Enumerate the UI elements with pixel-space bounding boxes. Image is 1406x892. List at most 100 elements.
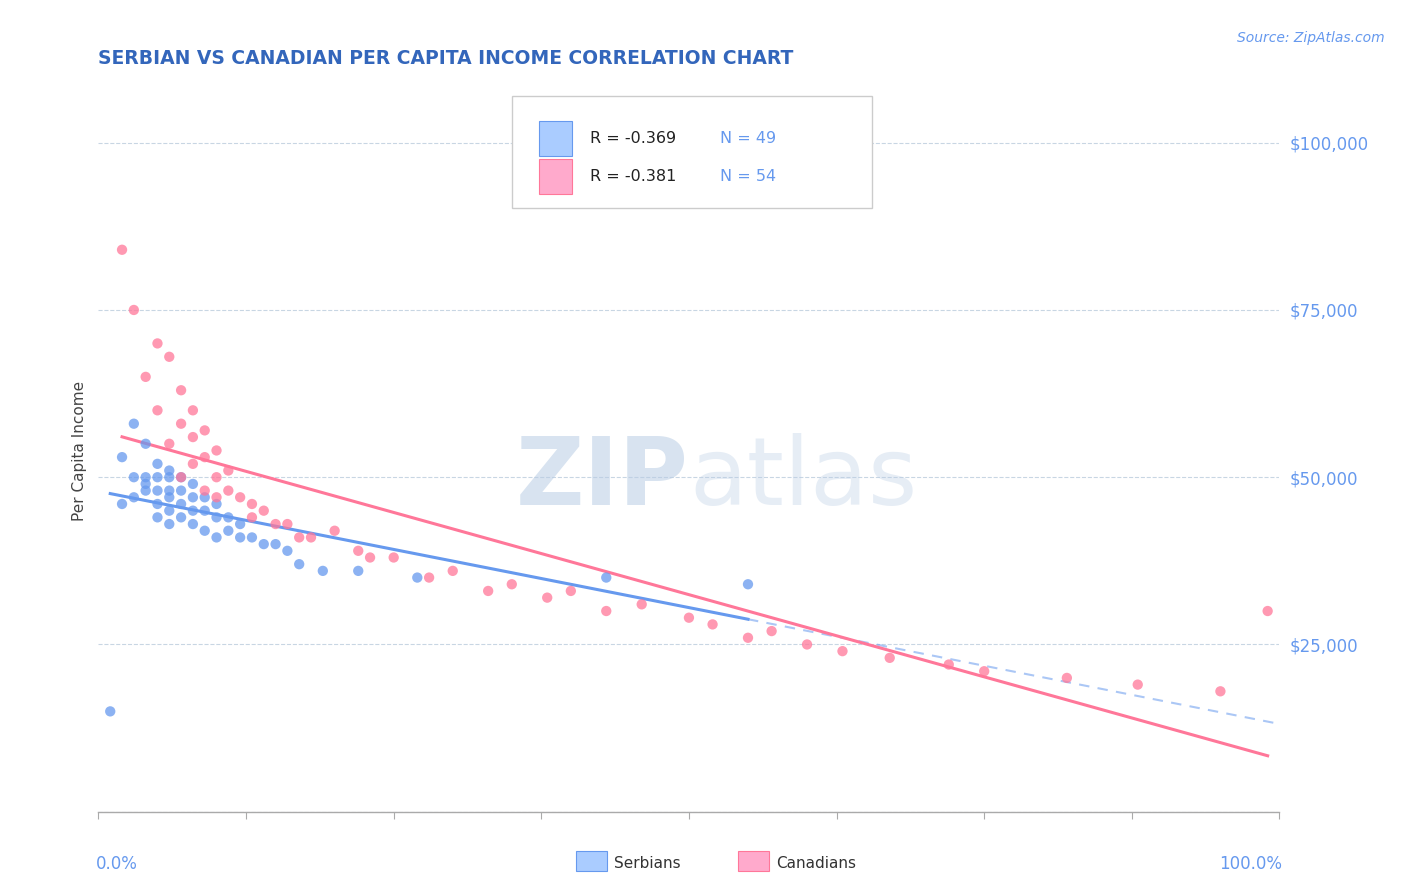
Point (146, 470, 169, 484)
Point (973, 664, 995, 679)
Point (205, 510, 228, 524)
Point (181, 457, 204, 471)
Y-axis label: Per Capita Income: Per Capita Income (72, 380, 87, 521)
Point (1257, 604, 1279, 618)
Text: N = 54: N = 54 (720, 169, 776, 184)
Point (194, 424, 217, 438)
Point (170, 470, 193, 484)
Point (702, 617, 724, 632)
Point (157, 503, 180, 517)
Point (146, 336, 169, 351)
Point (205, 443, 228, 458)
Bar (538, 160, 572, 194)
Point (761, 624, 783, 639)
Point (477, 584, 499, 599)
Point (98, 705, 121, 719)
Point (146, 497, 169, 511)
Text: SERBIAN VS CANADIAN PER CAPITA INCOME CORRELATION CHART: SERBIAN VS CANADIAN PER CAPITA INCOME CO… (98, 49, 794, 68)
Point (240, 510, 263, 524)
Point (217, 510, 239, 524)
Point (1056, 671, 1078, 685)
Point (157, 491, 180, 505)
Point (122, 417, 145, 431)
Point (170, 510, 193, 524)
Point (111, 450, 134, 464)
Point (205, 491, 228, 505)
Point (229, 530, 252, 544)
Point (217, 483, 239, 498)
Point (181, 503, 204, 517)
Point (146, 403, 169, 417)
Point (347, 564, 370, 578)
Point (1209, 684, 1232, 698)
Point (630, 598, 652, 612)
Point (205, 530, 228, 544)
Point (194, 491, 217, 505)
Point (264, 517, 287, 532)
Point (253, 503, 276, 517)
Point (157, 483, 180, 498)
Point (194, 483, 217, 498)
Text: Source: ZipAtlas.com: Source: ZipAtlas.com (1237, 31, 1385, 45)
Point (938, 657, 960, 672)
Point (157, 517, 180, 532)
Text: atlas: atlas (689, 434, 917, 525)
Text: 100.0%: 100.0% (1219, 855, 1282, 873)
Point (157, 350, 180, 364)
Point (678, 611, 700, 625)
Text: R = -0.369: R = -0.369 (589, 131, 676, 145)
Point (240, 530, 263, 544)
Point (418, 571, 440, 585)
Point (276, 517, 298, 532)
Point (217, 464, 239, 478)
Point (205, 497, 228, 511)
Point (560, 584, 582, 599)
Point (170, 384, 193, 398)
Text: Canadians: Canadians (776, 856, 856, 871)
Point (1126, 678, 1149, 692)
Point (146, 457, 169, 471)
Point (194, 450, 217, 464)
Point (441, 564, 464, 578)
Point (323, 524, 346, 538)
Text: N = 49: N = 49 (720, 131, 776, 145)
Point (146, 510, 169, 524)
Point (181, 403, 204, 417)
Point (796, 637, 818, 651)
Point (264, 537, 287, 551)
Point (879, 651, 901, 665)
Point (359, 550, 381, 565)
FancyBboxPatch shape (512, 96, 872, 209)
Point (536, 591, 558, 605)
Point (181, 476, 204, 491)
Point (181, 430, 204, 444)
Point (737, 631, 759, 645)
Text: Serbians: Serbians (614, 856, 681, 871)
Point (157, 470, 180, 484)
Point (181, 491, 204, 505)
Text: R = -0.381: R = -0.381 (589, 169, 676, 184)
Point (205, 470, 228, 484)
Point (299, 530, 322, 544)
Point (194, 503, 217, 517)
Point (170, 470, 193, 484)
Point (288, 557, 311, 572)
Point (595, 571, 617, 585)
Point (170, 483, 193, 498)
Point (253, 537, 276, 551)
Point (157, 464, 180, 478)
Point (229, 491, 252, 505)
Point (276, 543, 298, 558)
Point (382, 550, 405, 565)
Point (181, 517, 204, 532)
Point (347, 543, 370, 558)
Point (240, 497, 263, 511)
Point (135, 470, 157, 484)
Point (170, 417, 193, 431)
Point (229, 517, 252, 532)
Point (170, 497, 193, 511)
Bar (538, 121, 572, 156)
Point (157, 436, 180, 450)
Point (406, 571, 429, 585)
Point (122, 491, 145, 505)
